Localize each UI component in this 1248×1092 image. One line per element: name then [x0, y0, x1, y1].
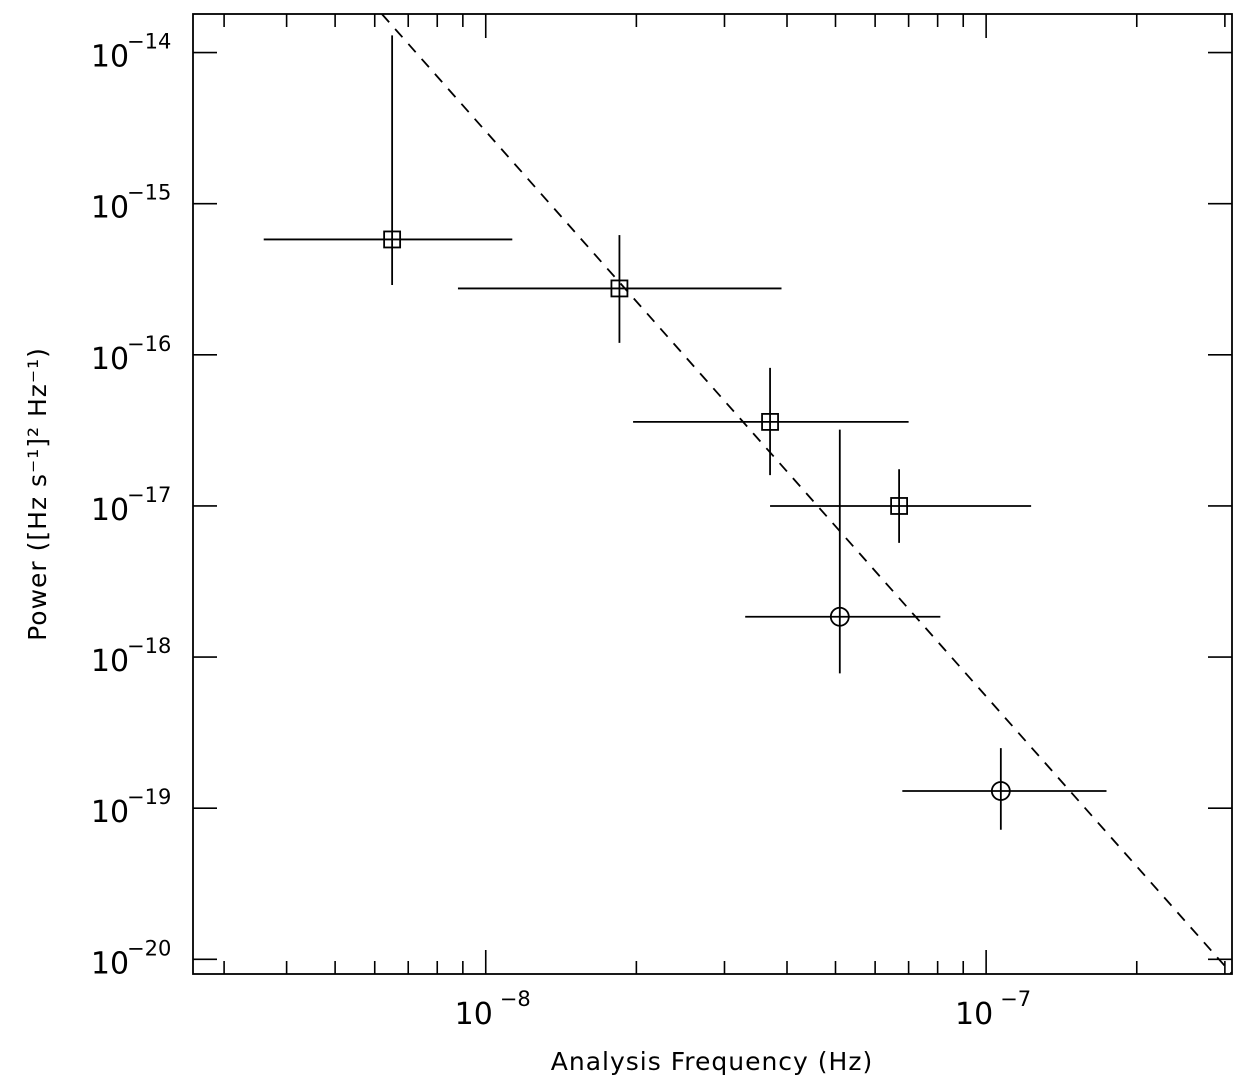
- x-axis-title: Analysis Frequency (Hz): [551, 1047, 873, 1076]
- y-tick-exponent: −14: [127, 30, 171, 54]
- y-tick-exponent: −17: [127, 483, 171, 507]
- square-data-point: [610, 279, 629, 298]
- y-tick-label: 10: [91, 644, 129, 679]
- y-tick-exponent: −15: [127, 181, 171, 205]
- x-tick-label: 10: [955, 997, 993, 1032]
- y-tick-exponent: −18: [127, 634, 171, 658]
- tick-labels-layer: 10 −8 10 −710−1410−1510−1610−1710−1810−1910…: [91, 30, 1031, 1032]
- square-data-point: [383, 230, 402, 249]
- x-tick-label: 10: [455, 997, 493, 1032]
- y-tick-exponent: −19: [127, 785, 171, 809]
- data-layer: [263, 35, 1107, 830]
- plot-frame: [192, 13, 1233, 975]
- square-data-point: [761, 412, 779, 431]
- y-tick-label: 10: [91, 342, 129, 377]
- y-tick-label: 10: [91, 493, 129, 528]
- dashed-fit-line: [381, 13, 1233, 975]
- square-data-point: [890, 497, 908, 515]
- y-tick-exponent: −16: [127, 332, 171, 356]
- fit-layer: [381, 13, 1233, 975]
- circle-data-point: [990, 781, 1011, 801]
- x-tick-exponent: −7: [1000, 987, 1031, 1011]
- ticks-layer: [193, 14, 1232, 974]
- y-tick-label: 10: [91, 191, 129, 226]
- y-tick-exponent: −20: [127, 936, 171, 960]
- y-axis-title: Power ([Hz s⁻¹]² Hz⁻¹): [23, 347, 52, 641]
- y-tick-label: 10: [91, 40, 129, 75]
- y-tick-label: 10: [91, 795, 129, 830]
- circle-data-point: [829, 606, 850, 627]
- x-tick-exponent: −8: [500, 987, 531, 1011]
- y-tick-label: 10: [91, 946, 129, 981]
